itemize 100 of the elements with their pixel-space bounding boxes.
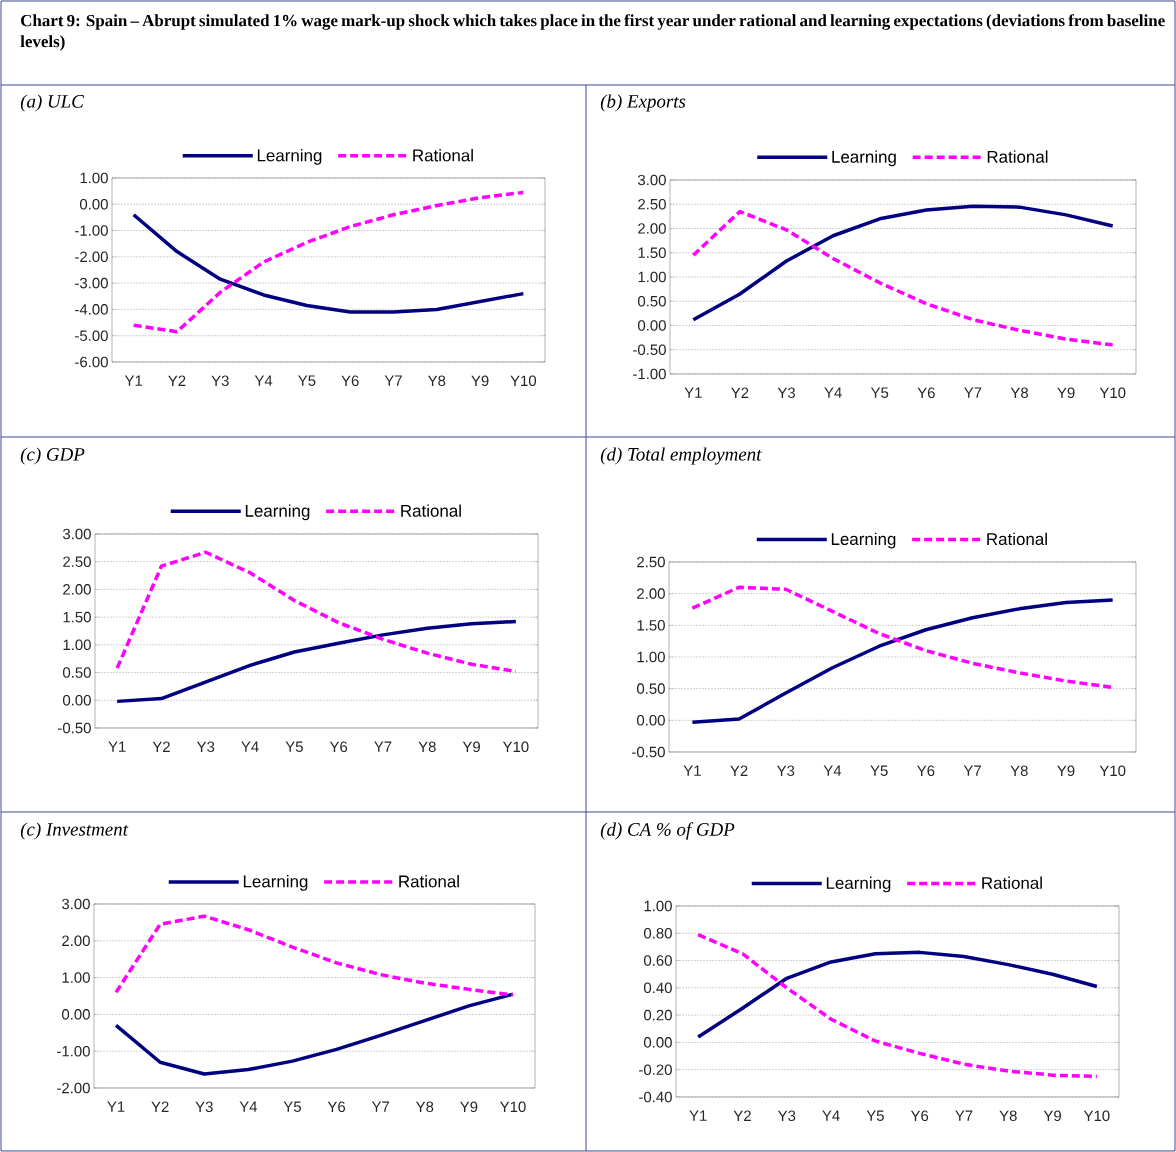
x-tick-label: Y6 [329, 741, 348, 753]
chart-title: (d) CA % of GDP [600, 822, 735, 840]
chart-title: (b) Exports [600, 94, 686, 112]
y-tick-label: 1.00 [62, 972, 90, 983]
y-tick-label: 0.00 [62, 694, 91, 706]
x-tick-label: Y7 [374, 741, 392, 752]
y-tick-label: 1.00 [644, 900, 672, 912]
legend-label: Learning [831, 532, 896, 549]
y-tick-label: 1.00 [63, 639, 91, 651]
x-tick-label: Y3 [196, 741, 215, 753]
x-tick-label: Y5 [283, 1101, 301, 1112]
x-tick-label: Y2 [151, 1101, 169, 1112]
x-tick-label: Y4 [823, 765, 842, 776]
x-tick-label: Y9 [1057, 387, 1075, 399]
x-tick-label: Y3 [211, 375, 229, 387]
x-tick-label: Y2 [733, 1110, 751, 1121]
x-tick-label: Y6 [910, 1110, 929, 1122]
y-tick-label: 1.00 [638, 271, 666, 283]
x-tick-label: Y5 [870, 765, 888, 776]
y-tick-label: 2.50 [638, 198, 666, 210]
x-tick-label: Y8 [427, 375, 446, 387]
y-tick-label: 2.50 [63, 556, 91, 567]
chart-title: (d) Total employment [600, 447, 762, 465]
x-tick-label: Y4 [254, 375, 273, 386]
x-tick-label: Y1 [108, 741, 126, 752]
x-tick-label: Y6 [917, 387, 935, 399]
x-tick-label: Y3 [777, 1110, 796, 1122]
x-tick-label: Y10 [502, 741, 529, 753]
y-tick-label: 0.00 [636, 715, 665, 726]
legend-label: Rational [399, 875, 459, 888]
x-tick-label: Y10 [1099, 765, 1126, 777]
y-tick-label: -0.40 [639, 1091, 672, 1103]
legend-label: Learning [257, 148, 322, 165]
x-tick-label: Y2 [168, 375, 186, 386]
legend-label: Learning [826, 876, 891, 893]
caption: Chart 9: Spain – Abrupt simulated 1% wage mark-up shock which takes place in the first year under rational and learning expectations (deviations from baseline levels) [20, 14, 1165, 51]
y-tick-label: -0.20 [639, 1064, 672, 1075]
line-series [114, 914, 515, 997]
chart-title: (c) Investment [20, 822, 129, 840]
x-tick-label: Y5 [285, 741, 303, 752]
y-tick-label: 0.00 [637, 320, 666, 331]
y-tick-label: 2.00 [62, 935, 90, 947]
y-tick-label: 1.50 [63, 611, 91, 623]
chart-title: (c) GDP [20, 447, 85, 465]
x-tick-label: Y4 [822, 1110, 840, 1121]
y-tick-label: -2.00 [57, 1082, 90, 1094]
y-tick-label: 0.50 [636, 683, 665, 694]
x-tick-label: Y7 [384, 375, 402, 386]
legend-label: Learning [243, 875, 308, 891]
x-tick-label: Y8 [418, 741, 436, 753]
y-tick-label: -1.00 [75, 225, 108, 236]
x-tick-label: Y1 [684, 387, 702, 398]
x-tick-label: Y6 [917, 765, 935, 777]
x-tick-label: Y10 [1099, 387, 1126, 399]
x-tick-label: Y1 [124, 375, 143, 386]
x-tick-label: Y9 [471, 375, 489, 387]
y-tick-label: 3.00 [62, 528, 91, 540]
x-tick-label: Y6 [327, 1101, 346, 1113]
x-tick-label: Y1 [683, 765, 701, 776]
y-tick-label: 0.00 [61, 1009, 90, 1020]
x-tick-label: Y7 [964, 387, 982, 398]
legend-label: Rational [413, 148, 473, 162]
line-series [115, 550, 518, 674]
y-tick-label: 3.00 [637, 174, 666, 186]
x-tick-label: Y2 [730, 765, 748, 776]
y-tick-label: -2.00 [75, 251, 108, 263]
legend-label: Rational [987, 532, 1047, 546]
line-series [691, 209, 1115, 347]
x-tick-label: Y2 [731, 387, 749, 398]
x-tick-label: Y9 [460, 1101, 478, 1113]
legend-label: Rational [401, 504, 461, 517]
y-tick-label: 0.00 [643, 1037, 672, 1048]
legend-label: Learning [245, 504, 310, 521]
x-tick-label: Y1 [689, 1110, 707, 1121]
line-series [696, 932, 1099, 1079]
y-tick-label: -4.00 [75, 304, 108, 315]
x-tick-label: Y7 [371, 1101, 390, 1112]
y-tick-label: -1.00 [57, 1045, 90, 1057]
x-tick-label: Y9 [1057, 765, 1075, 777]
line-series [696, 950, 1099, 1039]
y-tick-label: -0.50 [58, 722, 91, 734]
y-tick-label: 2.00 [63, 584, 91, 595]
y-tick-label: 0.80 [643, 927, 672, 939]
x-tick-label: Y3 [777, 387, 795, 399]
x-tick-label: Y5 [298, 375, 316, 386]
y-tick-label: 2.00 [638, 223, 666, 234]
y-tick-label: -0.50 [633, 344, 666, 356]
x-tick-label: Y10 [510, 375, 537, 387]
y-tick-label: 0.60 [643, 955, 672, 966]
legend-label: Learning [832, 150, 896, 167]
x-tick-label: Y4 [239, 1101, 258, 1112]
y-tick-label: 2.50 [637, 556, 665, 568]
y-tick-label: -3.00 [75, 277, 108, 289]
x-tick-label: Y8 [1010, 765, 1028, 777]
x-tick-label: Y2 [152, 741, 170, 752]
x-tick-label: Y6 [341, 375, 359, 387]
line-series [114, 992, 515, 1076]
legend-label: Rational [987, 150, 1048, 163]
x-tick-label: Y9 [462, 741, 480, 753]
x-tick-label: Y10 [1083, 1110, 1110, 1122]
